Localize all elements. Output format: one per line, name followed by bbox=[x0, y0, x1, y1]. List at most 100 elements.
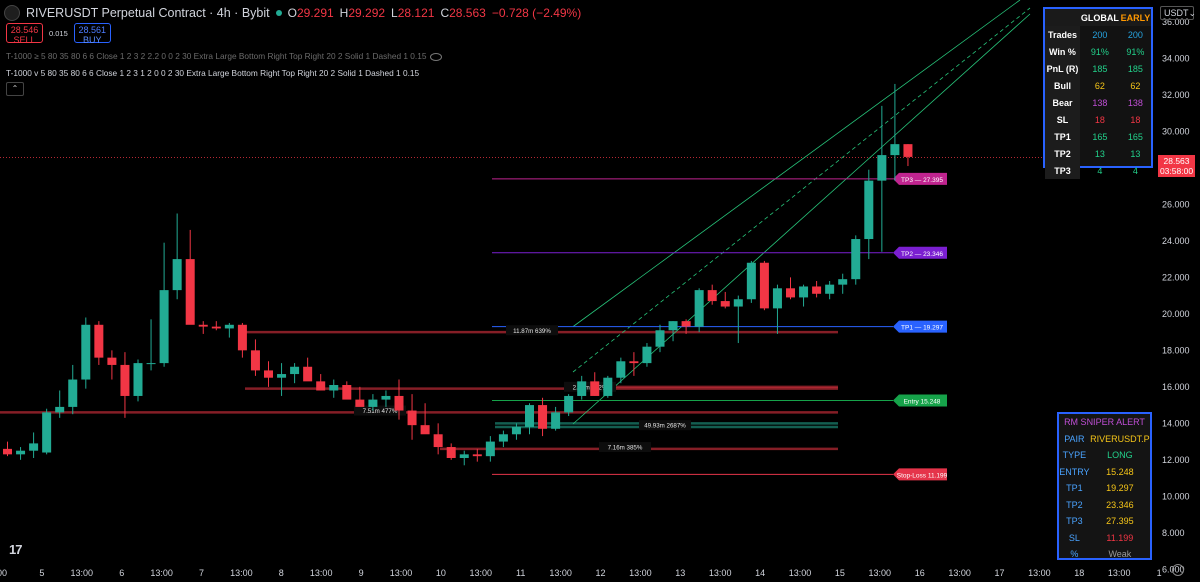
candle-body bbox=[394, 395, 404, 411]
candle-body bbox=[185, 259, 195, 325]
x-tick-label: 13:00 bbox=[71, 568, 94, 578]
candle-body bbox=[407, 410, 417, 426]
candle-body bbox=[211, 326, 221, 329]
early-value: 138 bbox=[1127, 97, 1143, 108]
candle-body bbox=[498, 434, 508, 442]
candle-body bbox=[564, 395, 574, 413]
early-value: 91% bbox=[1126, 46, 1145, 57]
zone-label-bg bbox=[354, 405, 406, 416]
level-label-bg bbox=[893, 468, 947, 481]
global-row-label: TP1 bbox=[1045, 128, 1080, 145]
alert-row: TP3 27.395 bbox=[1059, 513, 1150, 530]
candle-body bbox=[329, 385, 339, 391]
level-label-bg bbox=[893, 320, 947, 333]
low-value: 28.121 bbox=[397, 6, 435, 20]
candle-body bbox=[825, 284, 835, 294]
x-tick-label: 13:00 bbox=[230, 568, 253, 578]
change-value: −0.728 (−2.49%) bbox=[491, 6, 582, 20]
y-tick-label: 34.000 bbox=[1162, 53, 1190, 63]
channel-lower-line bbox=[572, 13, 1031, 425]
sell-label: SELL bbox=[13, 35, 36, 45]
level-label: Stop-Loss 11.199 bbox=[897, 472, 948, 479]
currency-selector[interactable]: USDT ⌄ bbox=[1160, 6, 1196, 20]
global-value: 165 bbox=[1092, 131, 1108, 142]
tradingview-logo[interactable]: 17 bbox=[9, 542, 23, 557]
channel-upper-line bbox=[572, 0, 1021, 327]
x-tick-label: 13:00 bbox=[869, 568, 892, 578]
sell-price: 28.546 bbox=[10, 25, 39, 35]
candle-body bbox=[29, 443, 39, 451]
global-header-cell: GLOBAL bbox=[1079, 9, 1120, 26]
x-tick-label: 13 bbox=[675, 568, 685, 578]
zone-label-bg bbox=[564, 381, 616, 392]
alert-row-label: % bbox=[1070, 549, 1079, 560]
indicator-legend-2[interactable]: T-1000 v 5 80 35 80 6 6 Close 1 2 3 1 2 … bbox=[6, 68, 419, 78]
global-value: 62 bbox=[1094, 80, 1105, 91]
global-value: 91% bbox=[1090, 46, 1109, 57]
candle-body bbox=[355, 399, 365, 407]
trade-buttons: 28.546 SELL 0.015 28.561 BUY bbox=[6, 23, 111, 45]
x-tick-label: 13:00 bbox=[1108, 568, 1131, 578]
candle-body bbox=[172, 259, 182, 291]
candle-body bbox=[277, 374, 287, 378]
global-value: 138 bbox=[1092, 97, 1108, 108]
early-value: 185 bbox=[1127, 63, 1143, 74]
global-header-cell: EARLY bbox=[1119, 9, 1151, 26]
gear-icon[interactable] bbox=[1172, 564, 1184, 576]
global-table-row: TP1 165 165 bbox=[1045, 128, 1151, 145]
global-value: 18 bbox=[1094, 114, 1105, 125]
global-table-row: Bear 138 138 bbox=[1045, 94, 1151, 111]
candle-body bbox=[459, 454, 469, 458]
collapse-legend-button[interactable]: ⌃ bbox=[6, 82, 24, 96]
x-tick-label: 13:00 bbox=[150, 568, 173, 578]
x-tick-label: 13:00 bbox=[948, 568, 971, 578]
sniper-alert-table: RM SNIPER ALERT PAIR RIVERUSDT.P TYPE LONG EN… bbox=[1057, 412, 1152, 560]
indicator-legend-1[interactable]: T-1000 ≥ 5 80 35 80 6 6 Close 1 2 3 2 2.… bbox=[6, 51, 443, 61]
alert-row-label: TYPE bbox=[1062, 450, 1087, 461]
candle-body bbox=[224, 324, 234, 329]
symbol-logo-icon bbox=[4, 5, 20, 21]
candle-body bbox=[851, 239, 861, 280]
candle-body bbox=[838, 279, 848, 285]
sell-button[interactable]: 28.546 SELL bbox=[6, 23, 43, 45]
open-value: 29.291 bbox=[296, 6, 334, 20]
alert-row-label: ENTRY bbox=[1059, 466, 1090, 477]
global-table-row: TP2 13 13 bbox=[1045, 145, 1151, 162]
high-value: 29.292 bbox=[348, 6, 386, 20]
candle-body bbox=[577, 381, 587, 396]
candle-body bbox=[368, 399, 378, 407]
level-label: TP1 — 19.297 bbox=[901, 325, 943, 332]
alert-row: % Weak bbox=[1059, 546, 1150, 563]
x-tick-label: 13:00 bbox=[470, 568, 493, 578]
candle-body bbox=[198, 324, 208, 327]
candle-body bbox=[616, 361, 626, 378]
early-value: 200 bbox=[1127, 29, 1143, 40]
x-tick-label: 13:00 bbox=[390, 568, 413, 578]
candle-body bbox=[538, 405, 548, 429]
zone-label: 7.16m 385% bbox=[608, 445, 643, 452]
global-row-label: Trades bbox=[1045, 26, 1080, 43]
x-tick-label: 11 bbox=[516, 568, 525, 578]
alert-row: TP2 23.346 bbox=[1059, 497, 1150, 514]
buy-button[interactable]: 28.561 BUY bbox=[73, 23, 111, 45]
symbol-title[interactable]: RIVERUSDT Perpetual Contract · 4h · Bybi… bbox=[26, 6, 270, 20]
x-tick-label: 13:00 bbox=[549, 568, 572, 578]
low-label: L bbox=[391, 6, 398, 20]
global-row-label: PnL (R) bbox=[1045, 60, 1080, 77]
close-label: C bbox=[440, 6, 450, 20]
x-tick-label: 1 bbox=[1157, 568, 1162, 578]
alert-row-label: PAIR bbox=[1064, 433, 1085, 444]
x-tick-label: 13:00 bbox=[629, 568, 652, 578]
eye-icon[interactable] bbox=[430, 52, 443, 61]
global-table-row: Win % 91% 91% bbox=[1045, 43, 1151, 60]
y-tick-label: 30.000 bbox=[1162, 126, 1190, 136]
global-value: 13 bbox=[1094, 148, 1105, 159]
candle-body bbox=[511, 426, 521, 435]
alert-row-value: Weak bbox=[1108, 549, 1132, 560]
candle-body bbox=[107, 357, 117, 365]
global-value: 4 bbox=[1097, 165, 1103, 176]
alert-row-value: 11.199 bbox=[1106, 532, 1134, 543]
candle-body bbox=[642, 346, 652, 364]
high-label: H bbox=[339, 6, 349, 20]
